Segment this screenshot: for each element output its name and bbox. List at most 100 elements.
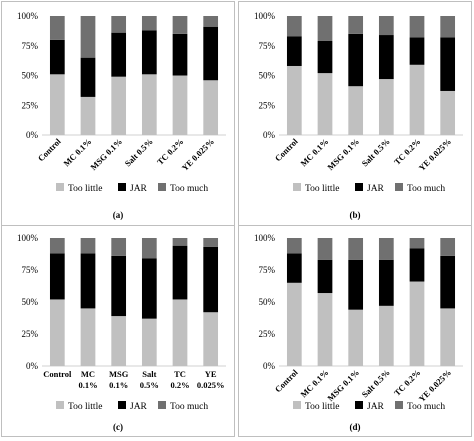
bar-segment-c-3 xyxy=(49,238,65,254)
bar-segment-b-3 xyxy=(317,16,333,41)
bar-segment-d-1 xyxy=(286,282,302,366)
y-tick-label-d: 75% xyxy=(259,265,276,275)
bar-segment-c-1 xyxy=(203,312,219,366)
bar-segment-c-3 xyxy=(141,238,157,259)
bar-segment-a-1 xyxy=(172,75,188,135)
bar-segment-c-2 xyxy=(203,246,219,313)
x-tick-label-c: Control xyxy=(43,369,72,379)
y-tick-label-d: 25% xyxy=(259,329,276,339)
bar-segment-b-2 xyxy=(440,37,456,91)
chart-panel-b: 0% 25% 50% 75% 100% Control MC 0.1% MSG 0.1% Sal… xyxy=(238,1,472,229)
legend-swatch-a xyxy=(56,183,64,191)
bar-segment-c-1 xyxy=(80,308,96,366)
bar-segment-a-1 xyxy=(203,80,219,135)
bar-segment-d-2 xyxy=(378,259,394,306)
x-tick-label-b: TC 0.2% xyxy=(392,136,422,166)
y-tick-label-a: 75% xyxy=(22,41,39,51)
y-tick-label-a: 25% xyxy=(22,100,39,110)
bar-segment-b-1 xyxy=(409,64,425,135)
legend-swatch-b xyxy=(355,183,363,191)
x-tick-label-a: YE 0.025% xyxy=(180,136,216,172)
x-tick-label-d: MSG 0.1% xyxy=(325,367,361,403)
legend-label-a: Too little xyxy=(68,184,102,194)
legend-label-b: Too much xyxy=(407,184,445,194)
y-tick-label-b: 25% xyxy=(259,100,276,110)
bar-segment-b-3 xyxy=(409,16,425,38)
legend-swatch-c xyxy=(158,401,166,409)
bar-segment-a-3 xyxy=(111,16,127,33)
bar-segment-b-1 xyxy=(317,73,333,135)
bar-segment-d-1 xyxy=(348,309,364,366)
bar-segment-a-3 xyxy=(49,16,65,40)
y-tick-label-c: 0% xyxy=(26,361,39,371)
bar-segment-d-3 xyxy=(317,238,333,260)
legend-swatch-b xyxy=(293,183,301,191)
bar-segment-a-1 xyxy=(80,96,96,135)
chart-c: 0%25%50%75%100%Control MC0.1%MSG0.1%Salt0… xyxy=(17,233,226,432)
panel-label-b: (b) xyxy=(350,210,361,220)
y-tick-label-b: 100% xyxy=(254,11,276,21)
bar-segment-d-2 xyxy=(440,255,456,309)
bar-segment-b-3 xyxy=(440,16,456,38)
bar-segment-c-2 xyxy=(141,258,157,319)
x-tick-label-c: TC xyxy=(174,369,186,379)
bar-segment-a-3 xyxy=(172,16,188,34)
legend-label-c: Too much xyxy=(170,402,208,412)
bar-segment-d-3 xyxy=(378,238,394,260)
bar-segment-d-2 xyxy=(286,253,302,283)
x-tick-label-c: 0.2% xyxy=(170,380,189,390)
bar-segment-d-3 xyxy=(409,238,425,249)
chart-panel-d: 0% 25% 50% 75% 100% Control MC 0.1% MSG 0.1% Sal… xyxy=(238,225,472,437)
bar-segment-b-2 xyxy=(348,33,364,87)
bar-segment-d-3 xyxy=(286,238,302,254)
panel-label-d: (d) xyxy=(350,422,361,432)
x-tick-label-c: 0.1% xyxy=(109,380,128,390)
bar-segment-d-2 xyxy=(409,248,425,282)
y-tick-label-c: 100% xyxy=(17,233,39,243)
bar-segment-c-1 xyxy=(172,299,188,366)
bar-segment-c-3 xyxy=(172,238,188,246)
chart-panel-c: 0% 25% 50% 75% 100% Control MC 0.1% MSG 0.1% Salt 0… xyxy=(1,225,235,437)
legend-swatch-d xyxy=(293,401,301,409)
legend-label-a: JAR xyxy=(130,184,148,194)
legend-swatch-a xyxy=(118,183,126,191)
bar-segment-a-2 xyxy=(111,32,127,77)
y-tick-label-b: 75% xyxy=(259,41,276,51)
bar-segment-a-2 xyxy=(80,57,96,97)
legend-label-c: JAR xyxy=(130,402,148,412)
bar-segment-c-2 xyxy=(49,253,65,300)
x-tick-label-c: 0.5% xyxy=(140,380,159,390)
bar-segment-a-2 xyxy=(172,33,188,76)
bar-segment-d-2 xyxy=(317,259,333,294)
x-tick-label-c: 0.1% xyxy=(78,380,97,390)
legend-swatch-a xyxy=(158,183,166,191)
legend-swatch-d xyxy=(355,401,363,409)
bar-segment-a-1 xyxy=(141,74,157,135)
y-tick-label-d: 50% xyxy=(259,297,276,307)
y-tick-label-a: 50% xyxy=(22,71,39,81)
y-tick-label-a: 100% xyxy=(17,11,39,21)
chart-panel-a: 0% 25% 50% 75% 100% Control MC 0.1% MSG 0.1% Sal… xyxy=(1,1,235,229)
bar-segment-b-1 xyxy=(378,79,394,135)
bar-segment-a-2 xyxy=(141,30,157,75)
bar-segment-b-2 xyxy=(378,35,394,80)
y-tick-label-b: 50% xyxy=(259,71,276,81)
x-tick-label-c: MSG xyxy=(109,369,129,379)
bar-segment-a-2 xyxy=(49,39,65,75)
y-tick-label-d: 0% xyxy=(263,361,276,371)
x-tick-label-c: 0.025% xyxy=(197,380,225,390)
x-tick-label-b: Salt 0.5% xyxy=(360,136,392,168)
bar-segment-c-3 xyxy=(111,238,127,256)
legend-label-d: Too little xyxy=(305,402,339,412)
bar-segment-c-1 xyxy=(111,316,127,366)
bar-segment-c-3 xyxy=(80,238,96,254)
legend-label-c: Too little xyxy=(68,402,102,412)
x-tick-label-c: YE xyxy=(205,369,217,379)
bar-segment-d-1 xyxy=(409,281,425,366)
panel-label-a: (a) xyxy=(113,210,124,220)
legend-swatch-d xyxy=(395,401,403,409)
bar-segment-d-3 xyxy=(440,238,456,256)
bar-segment-a-1 xyxy=(111,76,127,135)
